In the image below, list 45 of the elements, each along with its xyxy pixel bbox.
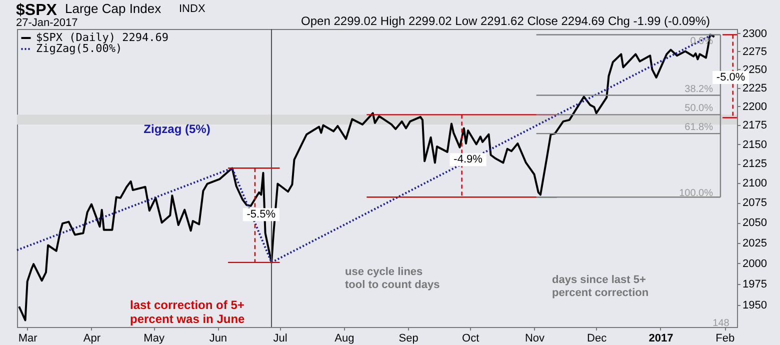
y-tick-label: 2100 xyxy=(742,177,767,190)
annotation: Zigzag (5%) xyxy=(144,122,210,136)
y-tick-label: 2275 xyxy=(742,46,767,58)
annotation: use cycle lines tool to count days xyxy=(345,266,440,291)
y-tick-label: 1950 xyxy=(742,299,767,312)
x-tick-label: Nov xyxy=(524,332,546,344)
x-tick-label: Oct xyxy=(462,332,480,344)
annotation: days since last 5+ percent correction xyxy=(552,274,649,299)
legend-label: ZigZag(5.00%) xyxy=(36,42,122,55)
annotation: 148 xyxy=(712,318,730,329)
y-tick-label: 2075 xyxy=(742,197,767,210)
x-tick-label: Jul xyxy=(273,332,288,344)
x-tick-label: Dec xyxy=(587,332,608,344)
x-tick-label: 2017 xyxy=(648,332,674,344)
y-tick-label: 2175 xyxy=(742,120,767,132)
legend-label: $SPX (Daily) 2294.69 xyxy=(36,31,168,44)
x-tick-label: Sep xyxy=(398,332,418,344)
y-tick-label: 2000 xyxy=(742,258,767,270)
y-tick-label: 2225 xyxy=(742,82,767,94)
annotation: 61.8% xyxy=(684,122,714,133)
y-tick-label: 2050 xyxy=(742,217,767,230)
chart-title: $SPX xyxy=(16,2,58,19)
y-tick-label: 2150 xyxy=(742,138,767,151)
y-tick-label: 2200 xyxy=(742,100,767,113)
y-tick-label: 2025 xyxy=(742,237,767,250)
text: INDX xyxy=(179,3,206,15)
text: Open 2299.02 High 2299.02 Low 2291.62 Close 2294.69 Chg -1.99 (-0.09%) xyxy=(301,14,710,28)
annotation: -4.9% xyxy=(454,154,483,166)
annotation: 38.2% xyxy=(684,84,714,95)
annotation: last correction of 5+ percent was in June xyxy=(130,298,246,326)
annotation: 50.0% xyxy=(684,103,714,114)
x-tick-label: Mar xyxy=(18,332,38,344)
annotation: -5.0% xyxy=(716,72,746,84)
x-tick-label: Apr xyxy=(83,332,101,344)
y-tick-label: 2125 xyxy=(742,158,767,170)
x-tick-label: Aug xyxy=(334,332,354,344)
chart-subtitle: 27-Jan-2017 xyxy=(16,17,78,29)
x-tick-label: May xyxy=(144,332,165,344)
x-tick-label: Jun xyxy=(209,332,228,344)
annotation: -5.5% xyxy=(246,208,276,221)
x-tick-label: Feb xyxy=(716,332,735,344)
text: Large Cap Index xyxy=(65,1,162,16)
y-tick-label: 1975 xyxy=(742,278,767,290)
annotation: 100.0% xyxy=(679,188,714,199)
y-tick-label: 2300 xyxy=(742,28,767,40)
